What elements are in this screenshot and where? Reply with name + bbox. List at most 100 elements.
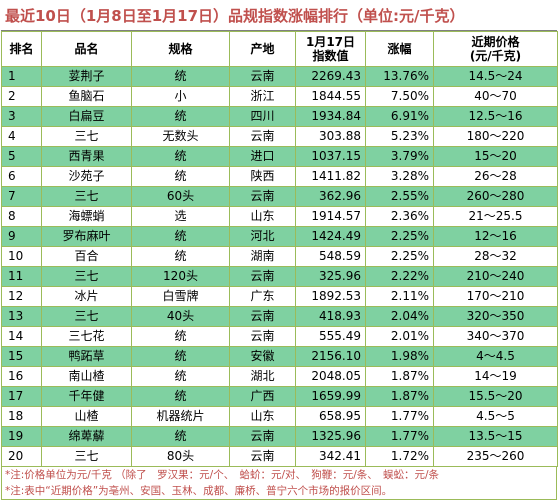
cell-name: 三七 [41, 126, 132, 147]
cell-spec: 60头 [131, 186, 230, 207]
cell-origin: 云南 [229, 126, 296, 147]
table-row: 8 海螵蛸选山东 1914.57 2.36% 21～25.5 [1, 206, 558, 227]
cell-index: 1659.99 [295, 386, 366, 407]
cell-rank: 19 [1, 426, 42, 447]
cell-index: 342.41 [295, 446, 366, 467]
cell-price: 235～260 [433, 446, 558, 467]
cell-spec: 统 [131, 146, 230, 167]
cell-price: 13.5～15 [433, 426, 558, 447]
table-body: 1 荽荆子统云南 2269.43 13.76% 14.5～24 2 鱼脑石小浙江 1844.5… [1, 66, 558, 467]
cell-rank: 15 [1, 346, 42, 367]
cell-index: 1037.15 [295, 146, 366, 167]
cell-name: 罗布麻叶 [41, 226, 132, 247]
cell-index: 325.96 [295, 266, 366, 287]
cell-name: 沙苑子 [41, 166, 132, 187]
cell-spec: 统 [131, 346, 230, 367]
cell-rank: 4 [1, 126, 42, 147]
cell-name: 三七 [41, 266, 132, 287]
cell-spec: 统 [131, 366, 230, 387]
cell-origin: 云南 [229, 186, 296, 207]
cell-spec: 小 [131, 86, 230, 107]
cell-change: 2.01% [365, 326, 434, 347]
table-row: 11 三七 120头 云南 325.96 2.22% 210～240 [1, 266, 558, 287]
cell-price: 15～20 [433, 146, 558, 167]
cell-price: 28～32 [433, 246, 558, 267]
header-price-line1: 近期价格 [471, 35, 520, 49]
cell-origin: 云南 [229, 306, 296, 327]
cell-name: 鱼脑石 [41, 86, 132, 107]
header-index-line1: 1月17日 [305, 35, 356, 49]
header-rank: 排名 [1, 31, 42, 67]
cell-change: 2.22% [365, 266, 434, 287]
cell-price: 210～240 [433, 266, 558, 287]
cell-spec: 统 [131, 326, 230, 347]
cell-spec: 40头 [131, 306, 230, 327]
table-row: 3 白扁豆统四川 1934.84 6.91% 12.5～16 [1, 106, 558, 127]
cell-price: 14.5～24 [433, 66, 558, 87]
cell-rank: 18 [1, 406, 42, 427]
cell-name: 千年健 [41, 386, 132, 407]
cell-spec: 统 [131, 226, 230, 247]
table-row: 2 鱼脑石小浙江 1844.55 7.50% 40～70 [1, 86, 558, 107]
cell-index: 1424.49 [295, 226, 366, 247]
cell-name: 冰片 [41, 286, 132, 307]
cell-price: 340～370 [433, 326, 558, 347]
cell-name: 鸭跖草 [41, 346, 132, 367]
cell-index: 1325.96 [295, 426, 366, 447]
cell-price: 4.5～5 [433, 406, 558, 427]
cell-index: 658.95 [295, 406, 366, 427]
cell-origin: 河北 [229, 226, 296, 247]
note-units: *注:价格单位为元/千克 （除了 罗汉果：元/个、 蛤蚧：元/对、 狗鞭：元/条… [5, 469, 440, 481]
cell-index: 2156.10 [295, 346, 366, 367]
cell-origin: 云南 [229, 266, 296, 287]
cell-change: 2.04% [365, 306, 434, 327]
cell-spec: 白雪牌 [131, 286, 230, 307]
cell-change: 2.25% [365, 226, 434, 247]
cell-price: 4～4.5 [433, 346, 558, 367]
cell-change: 5.23% [365, 126, 434, 147]
cell-spec: 无数头 [131, 126, 230, 147]
cell-name: 荽荆子 [41, 66, 132, 87]
cell-origin: 云南 [229, 66, 296, 87]
cell-rank: 13 [1, 306, 42, 327]
cell-rank: 12 [1, 286, 42, 307]
cell-change: 2.36% [365, 206, 434, 227]
table-row: 19 绵萆薢统云南 1325.96 1.77% 13.5～15 [1, 426, 558, 447]
cell-spec: 120头 [131, 266, 230, 287]
cell-rank: 8 [1, 206, 42, 227]
cell-price: 12～16 [433, 226, 558, 247]
table-row: 17 千年健统广西 1659.99 1.87% 15.5～20 [1, 386, 558, 407]
cell-index: 1914.57 [295, 206, 366, 227]
table-row: 9 罗布麻叶统河北 1424.49 2.25% 12～16 [1, 226, 558, 247]
cell-rank: 6 [1, 166, 42, 187]
cell-index: 418.93 [295, 306, 366, 327]
cell-name: 海螵蛸 [41, 206, 132, 227]
cell-change: 2.11% [365, 286, 434, 307]
cell-name: 百合 [41, 246, 132, 267]
cell-origin: 安徽 [229, 346, 296, 367]
cell-origin: 广东 [229, 286, 296, 307]
cell-rank: 16 [1, 366, 42, 387]
header-name: 品名 [41, 31, 132, 67]
cell-change: 13.76% [365, 66, 434, 87]
cell-index: 1844.55 [295, 86, 366, 107]
table-row: 18 山楂 机器统片 山东 658.95 1.77% 4.5～5 [1, 406, 558, 427]
header-spec: 规格 [131, 31, 230, 67]
cell-change: 1.87% [365, 386, 434, 407]
table-row: 13 三七 40头 云南 418.93 2.04% 320～350 [1, 306, 558, 327]
cell-origin: 云南 [229, 326, 296, 347]
cell-rank: 9 [1, 226, 42, 247]
cell-name: 南山楂 [41, 366, 132, 387]
table-row: 5 西青果统进口 1037.15 3.79% 15～20 [1, 146, 558, 167]
cell-change: 1.77% [365, 426, 434, 447]
cell-price: 260～280 [433, 186, 558, 207]
cell-price: 40～70 [433, 86, 558, 107]
cell-origin: 云南 [229, 446, 296, 467]
table-row: 16 南山楂统湖北 2048.05 1.87% 14～19 [1, 366, 558, 387]
cell-spec: 选 [131, 206, 230, 227]
cell-index: 2269.43 [295, 66, 366, 87]
cell-change: 6.91% [365, 106, 434, 127]
cell-change: 1.98% [365, 346, 434, 367]
cell-name: 三七 [41, 446, 132, 467]
